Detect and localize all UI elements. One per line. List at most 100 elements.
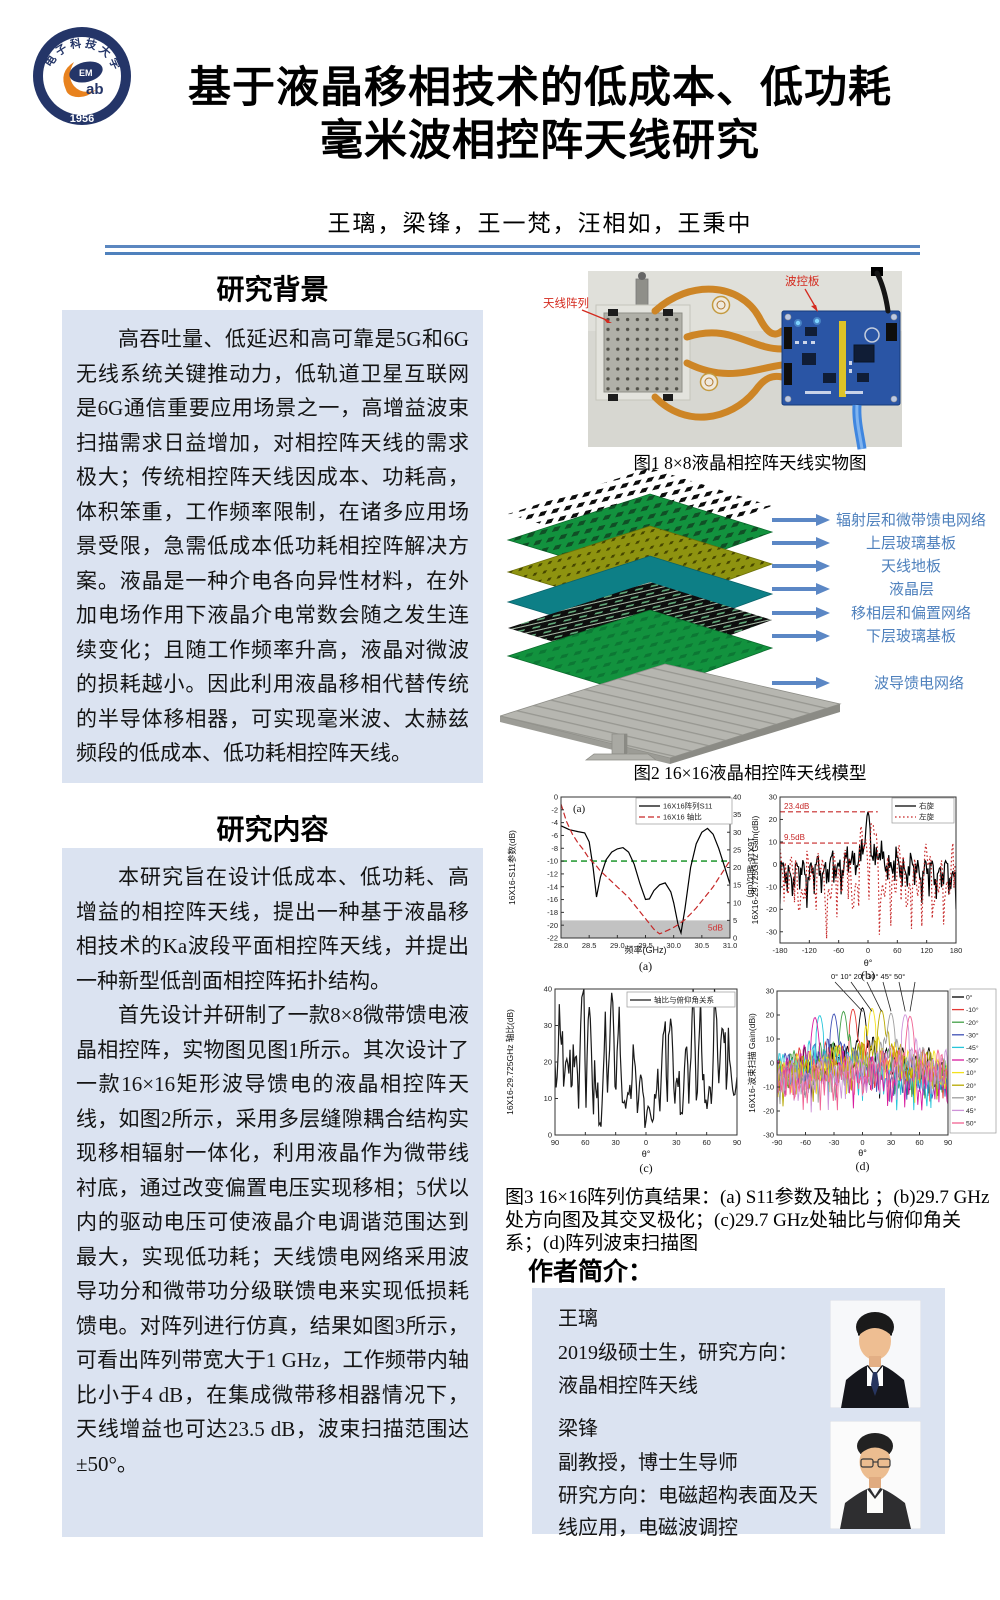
svg-text:0: 0 <box>770 1059 774 1068</box>
svg-text:-10: -10 <box>763 1083 774 1092</box>
svg-text:0: 0 <box>773 860 777 869</box>
fig2-layer-label: 下层玻璃基板 <box>866 628 957 645</box>
svg-text:10: 10 <box>733 898 741 907</box>
svg-text:30: 30 <box>769 793 777 802</box>
svg-text:θ°: θ° <box>642 1149 651 1159</box>
svg-text:16X16阵列S11: 16X16阵列S11 <box>663 801 712 811</box>
svg-text:0: 0 <box>733 934 737 943</box>
bios-box: 王璃 2019级硕士生，研究方向： 液晶相控阵天线 梁锋 副教授，博士生导师 研… <box>532 1288 945 1539</box>
bio1-line: 液晶相控阵天线 <box>558 1375 698 1397</box>
control-board <box>781 310 901 406</box>
fig2-label-row: 天线地板 <box>772 555 941 576</box>
fig2-layer-label: 天线地板 <box>881 558 942 575</box>
svg-text:-20: -20 <box>547 921 558 930</box>
svg-text:-50°: -50° <box>966 1057 979 1065</box>
svg-text:60: 60 <box>581 1138 589 1147</box>
svg-text:-12: -12 <box>547 870 558 879</box>
svg-text:-4: -4 <box>551 818 558 827</box>
title-line-2: 毫米波相控阵天线研究 <box>320 117 760 165</box>
svg-text:-60: -60 <box>800 1138 811 1147</box>
svg-text:28.0: 28.0 <box>554 941 569 950</box>
arrow-right-icon <box>772 606 830 619</box>
svg-text:-10: -10 <box>766 882 777 891</box>
svg-text:30.5: 30.5 <box>695 941 710 950</box>
fig2-label-row: 波导馈电网络 <box>772 672 964 693</box>
svg-text:30: 30 <box>887 1138 895 1147</box>
svg-text:10: 10 <box>766 1035 774 1044</box>
svg-text:30.0: 30.0 <box>666 941 681 950</box>
logo-em-text: EM <box>79 68 93 78</box>
svg-text:180: 180 <box>950 946 963 955</box>
svg-text:90: 90 <box>733 1138 741 1147</box>
bio2-line: 副教授，博士生导师 <box>558 1452 738 1474</box>
logo-swoosh <box>63 62 96 98</box>
svg-text:23.4dB: 23.4dB <box>784 802 809 811</box>
fig2-label-row: 辐射层和微带馈电网络 <box>772 509 986 530</box>
svg-text:60: 60 <box>702 1138 710 1147</box>
svg-text:10°: 10° <box>966 1069 977 1077</box>
logo-year: 1956 <box>70 113 94 125</box>
svg-text:-14: -14 <box>547 882 558 891</box>
svg-text:-30: -30 <box>829 1138 840 1147</box>
svg-text:31.0: 31.0 <box>723 941 738 950</box>
svg-text:-30°: -30° <box>966 1031 979 1039</box>
fig2-layer-label: 移相层和偏置网络 <box>851 605 972 622</box>
svg-text:30: 30 <box>733 828 741 837</box>
fig1-antenna-photo: 天线阵列 波控板 <box>543 267 902 450</box>
svg-text:(a): (a) <box>639 959 652 973</box>
flex-cables <box>651 285 786 421</box>
chart-beam-scanning: -90 -60 -30 0 30 60 90 30 20 10 0 -10 -20 -30 θ° 16X16-… <box>747 972 997 1173</box>
svg-text:16X16-轴比(dB): 16X16-轴比(dB) <box>746 837 755 898</box>
svg-text:0: 0 <box>860 1138 864 1147</box>
fig1-caption: 图1 8×8液晶相控阵天线实物图 <box>633 453 867 473</box>
background-body: 高吞吐量、低延迟和高可靠是5G和6G无线系统关键推动力，低轨道卫星互联网是6G通… <box>76 327 469 765</box>
fig2-exploded-model <box>500 468 842 764</box>
background-heading: 研究背景 <box>216 274 329 305</box>
power-wire <box>874 270 891 314</box>
university-lab-logo: 电子科技大学 EM ab 1956 <box>33 27 131 125</box>
svg-text:30: 30 <box>672 1138 680 1147</box>
svg-text:左旋: 左旋 <box>919 812 934 822</box>
svg-text:-20°: -20° <box>966 1019 979 1027</box>
svg-text:-45°: -45° <box>966 1044 979 1052</box>
fig2-layer-label: 上层玻璃基板 <box>866 535 957 552</box>
svg-text:30: 30 <box>766 987 774 996</box>
content-paragraph-1: 本研究旨在设计低成本、低功耗、高增益的相控阵天线，提出一种基于液晶移相技术的Ka… <box>76 865 469 993</box>
bio1-name: 王璃 <box>558 1308 598 1330</box>
fig1-board-label: 波控板 <box>785 274 820 288</box>
svg-text:(a): (a) <box>573 803 586 815</box>
svg-text:0°: 0° <box>966 994 973 1002</box>
fig2-label-row: 移相层和偏置网络 <box>772 602 971 623</box>
bio2-name: 梁锋 <box>558 1418 598 1440</box>
background-box: 高吞吐量、低延迟和高可靠是5G和6G无线系统关键推动力，低轨道卫星互联网是6G通… <box>62 310 483 783</box>
svg-text:-90: -90 <box>772 1138 783 1147</box>
svg-text:-22: -22 <box>547 934 558 943</box>
svg-text:10: 10 <box>769 838 777 847</box>
arrow-right-icon <box>772 629 830 642</box>
svg-text:50°: 50° <box>966 1120 977 1128</box>
arrow-right-icon <box>772 513 830 526</box>
svg-text:右旋: 右旋 <box>919 801 934 811</box>
svg-text:16X16-S11参数(dB): 16X16-S11参数(dB) <box>507 830 517 905</box>
svg-text:30°: 30° <box>966 1094 977 1102</box>
svg-text:-30: -30 <box>766 927 777 936</box>
svg-text:90: 90 <box>551 1138 559 1147</box>
svg-text:25: 25 <box>733 845 741 854</box>
svg-text:(c): (c) <box>639 1161 652 1175</box>
svg-text:-8: -8 <box>551 844 558 853</box>
svg-text:(b): (b) <box>861 968 875 982</box>
svg-text:40: 40 <box>733 793 741 802</box>
svg-text:29.5: 29.5 <box>638 941 653 950</box>
fig2-layer-label: 辐射层和微带馈电网络 <box>836 512 987 529</box>
svg-text:15: 15 <box>733 881 741 890</box>
svg-text:40: 40 <box>544 985 552 994</box>
svg-text:0° 10° 20° 30° 45° 50°: 0° 10° 20° 30° 45° 50° <box>831 972 905 981</box>
bio2-line: 研究方向：电磁超构表面及天 <box>558 1485 818 1507</box>
svg-text:29.0: 29.0 <box>610 941 625 950</box>
svg-text:-2: -2 <box>551 805 558 814</box>
svg-text:-120: -120 <box>802 946 817 955</box>
svg-text:16X16 轴比: 16X16 轴比 <box>663 812 702 822</box>
fig2-caption: 图2 16×16液晶相控阵天线模型 <box>633 763 867 783</box>
chart-radiation-pattern: 23.4dB 9.5dB -180 -120 -60 0 60 120 180 30 20 10 0 -1… <box>750 793 963 982</box>
